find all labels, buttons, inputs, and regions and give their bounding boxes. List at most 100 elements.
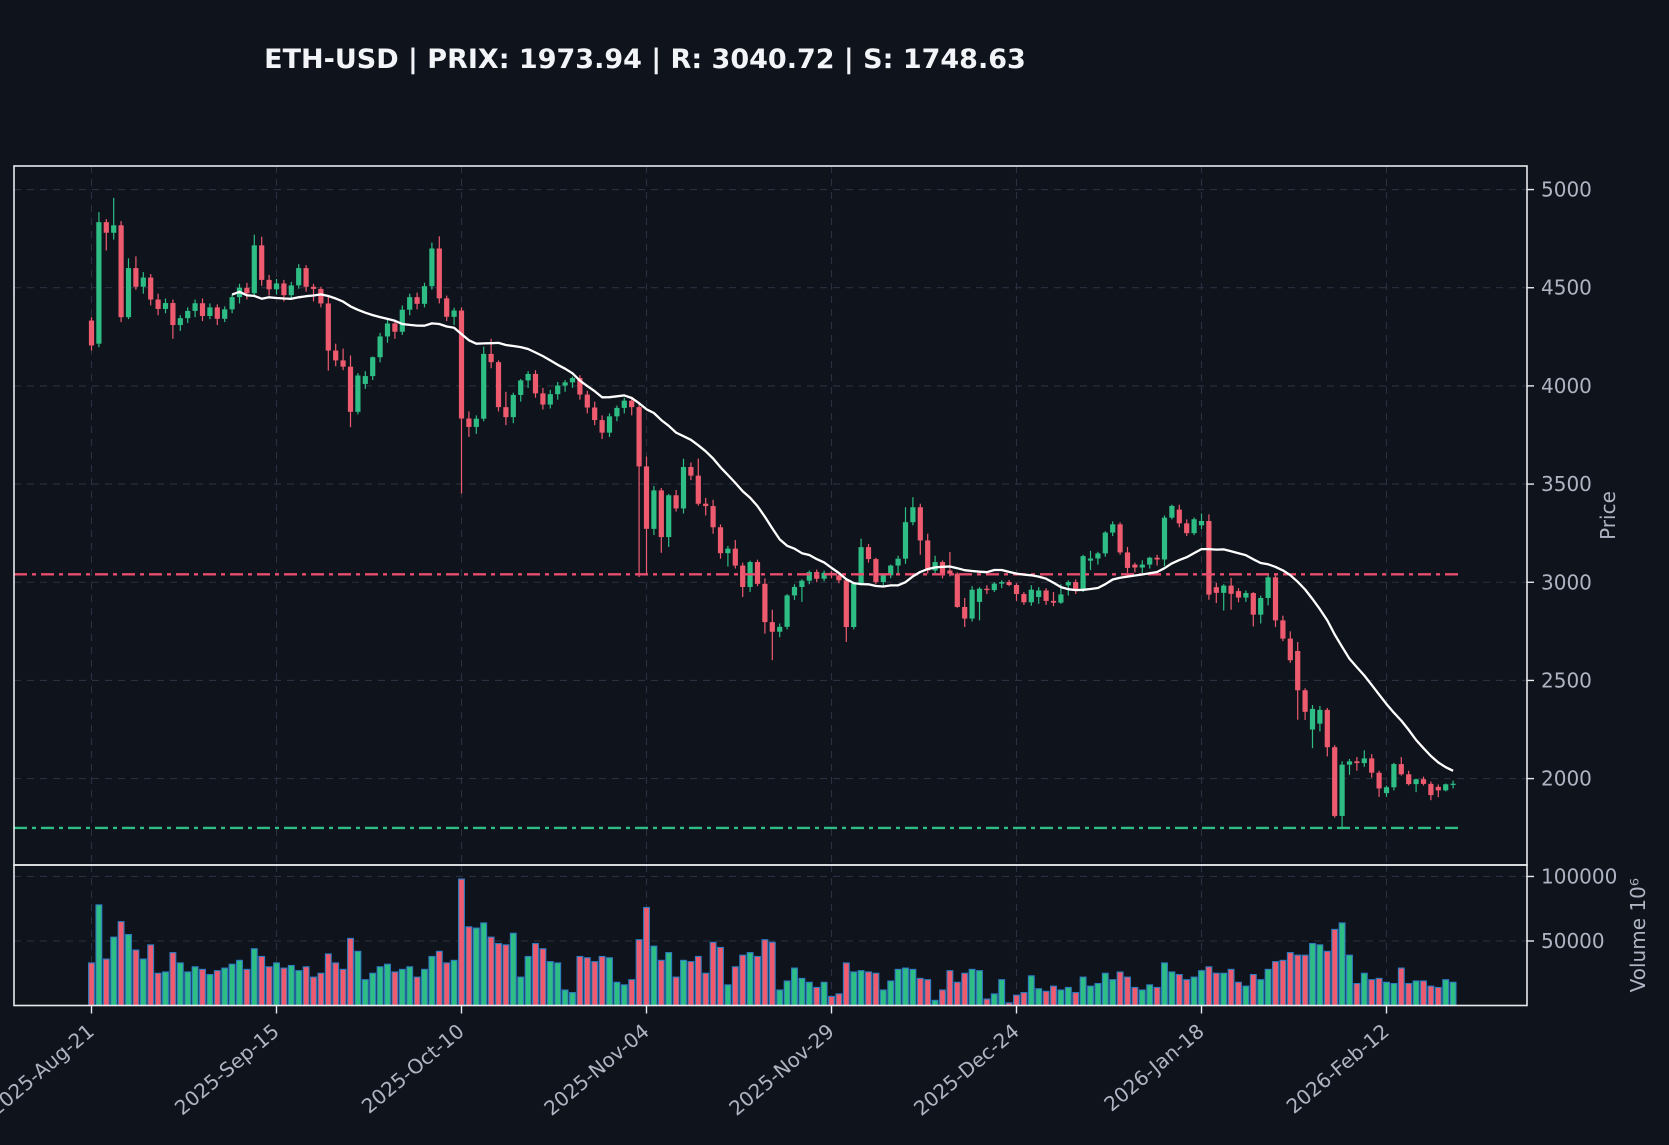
candle-body <box>1139 564 1145 568</box>
volume-bar <box>243 968 251 1007</box>
volume-bar <box>702 972 710 1007</box>
volume-bar <box>117 921 125 1007</box>
candle-body <box>532 373 539 394</box>
volume-bar <box>820 981 828 1007</box>
candle-body <box>1176 509 1182 524</box>
volume-bar <box>694 955 702 1007</box>
volume-bar <box>968 968 976 1007</box>
volume-bar <box>813 986 821 1007</box>
candle-body <box>740 565 746 587</box>
candle-body <box>177 318 183 326</box>
volume-bar <box>1079 976 1087 1007</box>
candle-body <box>281 283 287 296</box>
candle-body <box>207 307 213 317</box>
volume-bar <box>406 966 414 1007</box>
candle-body <box>296 268 302 286</box>
candle-body <box>1028 589 1034 603</box>
candle-body <box>399 309 405 332</box>
volume-bar <box>724 984 732 1007</box>
volume-axis: 50000 100000 Volume 10⁶ <box>1527 864 1650 992</box>
candle-body <box>444 298 450 317</box>
volume-bar <box>731 966 739 1007</box>
candle-body <box>599 420 605 433</box>
candle-body <box>592 407 598 421</box>
candle-body <box>540 393 546 405</box>
candle-body <box>118 225 124 318</box>
volume-bar <box>554 962 562 1007</box>
volume-bar <box>1294 954 1302 1007</box>
volume-bar <box>332 962 340 1007</box>
volume-bar <box>1249 973 1257 1007</box>
volume-bar <box>502 944 510 1007</box>
volume-bar <box>265 966 273 1007</box>
volume-tick-label: 50000 <box>1541 929 1605 953</box>
volume-bar <box>672 976 680 1007</box>
volume-bar <box>1279 959 1287 1007</box>
candle-body <box>1324 709 1330 748</box>
candle-body <box>414 297 420 304</box>
volume-bar <box>472 927 480 1007</box>
candle-body <box>1050 600 1057 603</box>
candle-body <box>407 297 413 310</box>
candle-body <box>503 407 509 418</box>
volume-bar <box>310 976 317 1007</box>
volume-bar <box>754 955 761 1007</box>
price-tick-label: 2000 <box>1541 767 1592 791</box>
volume-bar <box>287 964 295 1007</box>
candle-body <box>1391 764 1397 788</box>
volume-bar <box>480 922 488 1007</box>
volume-bar <box>1198 970 1205 1007</box>
candle-body <box>584 394 590 408</box>
volume-bar <box>421 968 428 1007</box>
candle-body <box>510 394 516 418</box>
volume-bar <box>768 941 776 1007</box>
volume-bar <box>569 992 576 1007</box>
candle-body <box>1332 747 1338 816</box>
volume-bar <box>983 998 991 1007</box>
candle-body <box>214 307 220 319</box>
candle-body <box>799 580 805 587</box>
candle-body <box>333 350 339 361</box>
volume-bar <box>1124 976 1131 1007</box>
candle-body <box>473 418 479 427</box>
candle-body <box>1309 708 1316 730</box>
volume-bar <box>902 967 909 1007</box>
candle-body <box>273 283 280 290</box>
volume-bar <box>1405 983 1413 1007</box>
volume-bar <box>384 963 391 1007</box>
volume-bar <box>628 979 636 1007</box>
volume-bar <box>1116 971 1124 1007</box>
volume-bar <box>191 966 199 1007</box>
volume-bar <box>465 926 473 1007</box>
candle-body <box>325 303 331 351</box>
candle-body <box>710 506 716 528</box>
volume-bar <box>606 957 613 1007</box>
volume-bar <box>990 993 998 1007</box>
volume-bar <box>916 977 924 1007</box>
volume-bar <box>1183 979 1191 1007</box>
volume-tick-label: 100000 <box>1541 864 1617 888</box>
candle-body <box>791 586 798 596</box>
candle-body <box>111 225 117 233</box>
volume-bar <box>250 948 258 1007</box>
volume-bar <box>1064 986 1072 1007</box>
candle-body <box>1420 779 1427 784</box>
candle-body <box>629 400 635 408</box>
candle-body <box>717 527 724 554</box>
candle-body <box>1006 582 1012 586</box>
candle-body <box>429 248 435 287</box>
candle-body <box>1206 520 1212 595</box>
volume-bar <box>1449 981 1457 1007</box>
candle-body <box>1258 597 1264 615</box>
candle-body <box>680 467 687 509</box>
candle-body <box>1087 558 1094 561</box>
candle-body <box>999 582 1005 584</box>
candle-body <box>318 288 324 304</box>
candle-body <box>1265 577 1271 598</box>
volume-bar <box>1042 990 1050 1007</box>
volume-bar <box>110 936 118 1007</box>
candle-body <box>547 394 553 405</box>
volume-bar <box>1220 972 1228 1007</box>
price-tick-label: 2500 <box>1541 668 1592 692</box>
candle-body <box>858 547 864 584</box>
